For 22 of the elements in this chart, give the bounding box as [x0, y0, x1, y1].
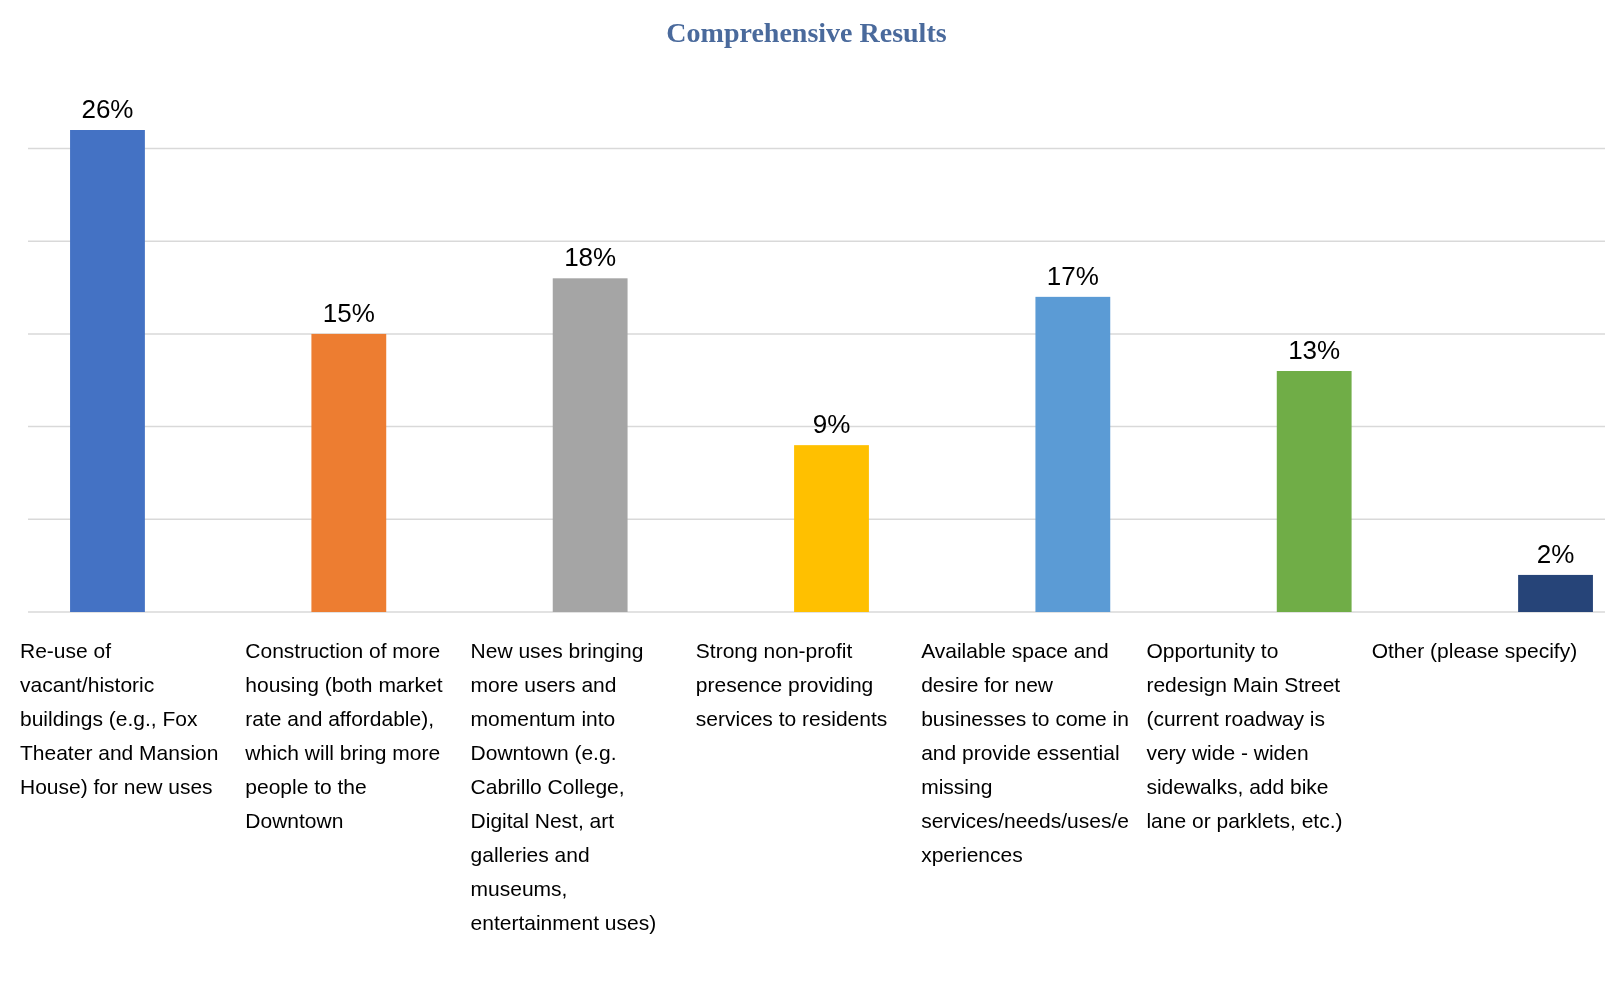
- data-label: 18%: [564, 242, 617, 273]
- data-label: 15%: [322, 297, 375, 328]
- bar: [552, 278, 628, 612]
- x-tick-label: Re-use of vacant/historic buildings (e.g., Fox Theater and Mansion House) for new uses: [20, 639, 219, 798]
- bar: [70, 130, 145, 612]
- bar: [311, 333, 387, 612]
- x-tick-label: Available space and desire for new businesses to come in and provide essential missing services/needs/uses/experiences: [921, 639, 1129, 866]
- data-label: 9%: [812, 409, 851, 440]
- chart-title: Comprehensive Results: [666, 17, 947, 48]
- data-label: 13%: [1288, 335, 1341, 365]
- bar: [1276, 371, 1352, 612]
- data-label: 26%: [81, 94, 134, 124]
- bar: [794, 445, 869, 612]
- bar: [1035, 296, 1111, 612]
- x-tick-label: Other (please specify): [1371, 639, 1578, 662]
- x-tick-label: Opportunity to redesign Main Street (current roadway is very wide - widen sidewalks, add bike lane or parklets, etc.): [1146, 639, 1343, 832]
- category-label: New uses bringing more users and momentum into Downtown (e.g. Cabrillo College, Digital Nest, art galleries and museums, entertainment uses): [470, 639, 657, 934]
- data-label: 2%: [1536, 538, 1575, 569]
- data-label: 17%: [1046, 260, 1099, 291]
- x-tick-label: Construction of more housing (both market rate and affordable), which will bring more people to the Downtown: [244, 639, 443, 832]
- x-tick-label: Strong non-profit presence providing services to residents: [695, 639, 888, 730]
- bar: [1518, 574, 1593, 612]
